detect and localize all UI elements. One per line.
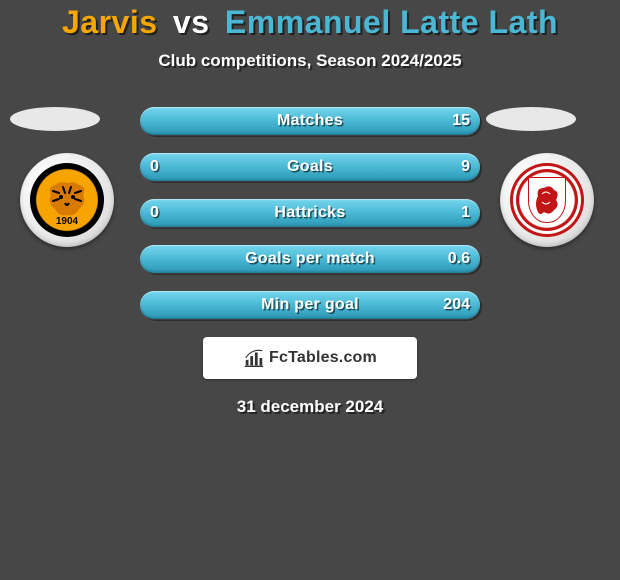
stats-arena: Matches 15 0 Goals 9 0 Hattricks 1 Goals… [0,107,620,417]
stat-label: Goals [140,153,480,181]
club-crest-right [500,153,594,247]
player2-name: Emmanuel Latte Lath [225,4,558,40]
stat-row-matches: Matches 15 [140,107,480,135]
comparison-card: Jarvis vs Emmanuel Latte Lath Club compe… [0,0,620,580]
stat-row-min-per-goal: Min per goal 204 [140,291,480,319]
stat-right-value: 15 [452,107,470,135]
stat-right-value: 1 [461,199,470,227]
club-crest-left [20,153,114,247]
middlesbrough-badge [510,163,584,237]
context-subtitle: Club competitions, Season 2024/2025 [0,51,620,71]
bar-chart-icon [243,347,265,369]
stat-right-value: 0.6 [448,245,470,273]
brand-attribution[interactable]: FcTables.com [203,337,417,379]
hull-city-badge [30,163,104,237]
brand-text: FcTables.com [269,349,377,367]
stat-right-value: 204 [443,291,470,319]
stat-row-goals: 0 Goals 9 [140,153,480,181]
stat-label: Goals per match [140,245,480,273]
player1-name: Jarvis [62,4,158,40]
stat-row-hattricks: 0 Hattricks 1 [140,199,480,227]
lion-icon [532,182,562,218]
stat-row-goals-per-match: Goals per match 0.6 [140,245,480,273]
page-title: Jarvis vs Emmanuel Latte Lath [0,4,620,41]
stat-label: Matches [140,107,480,135]
stat-right-value: 9 [461,153,470,181]
tiger-icon [45,181,89,219]
stat-label: Hattricks [140,199,480,227]
snapshot-date: 31 december 2024 [0,397,620,417]
stat-label: Min per goal [140,291,480,319]
shadow-ellipse-left [10,107,100,131]
vs-label: vs [173,4,210,40]
shadow-ellipse-right [486,107,576,131]
stat-rows: Matches 15 0 Goals 9 0 Hattricks 1 Goals… [140,107,480,319]
